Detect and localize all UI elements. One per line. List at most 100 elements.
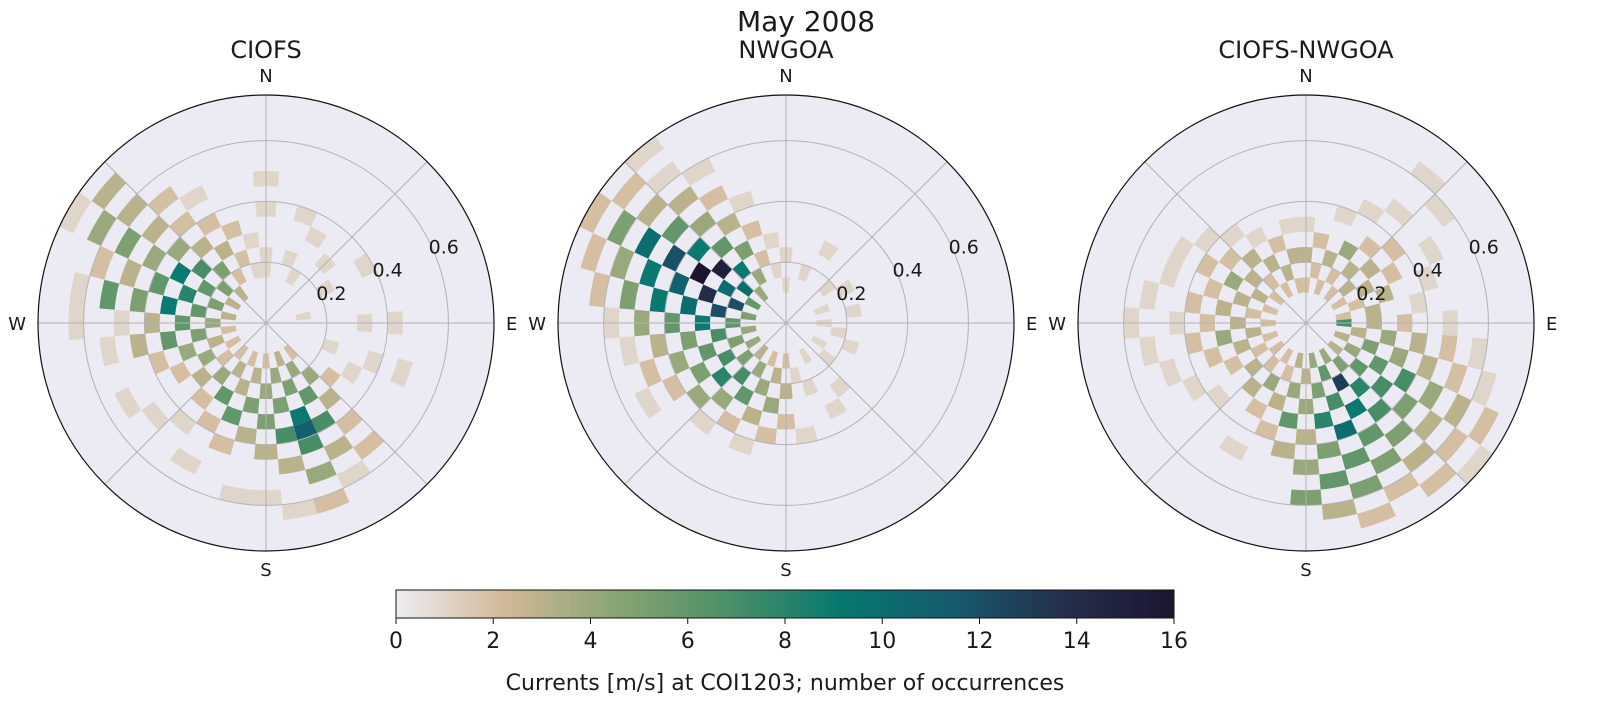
histogram-bin <box>1368 355 1389 376</box>
histogram-bin <box>197 279 217 298</box>
histogram-bin <box>315 279 335 298</box>
histogram-bin <box>841 338 860 356</box>
compass-label-s: S <box>780 560 791 581</box>
angular-gridline <box>104 161 267 324</box>
histogram-bin <box>1401 441 1435 473</box>
angular-gridline <box>1305 322 1468 485</box>
histogram-bin <box>649 287 669 313</box>
polar-frame <box>557 94 1015 552</box>
histogram-bin <box>1338 280 1356 297</box>
histogram-bin <box>1215 329 1233 347</box>
histogram-bin <box>231 360 247 379</box>
histogram-bin <box>1279 347 1294 365</box>
histogram-bin <box>1335 311 1352 321</box>
histogram-bin <box>1467 337 1488 371</box>
histogram-bin <box>1270 440 1296 460</box>
histogram-bin <box>1206 384 1231 409</box>
histogram-bin <box>170 447 202 475</box>
histogram-bin <box>289 405 311 426</box>
histogram-bin <box>744 335 762 350</box>
histogram-bin <box>196 410 222 434</box>
histogram-bin <box>1333 330 1351 343</box>
histogram-bin <box>762 396 780 414</box>
histogram-bin <box>190 328 208 343</box>
colorbar: 0 2 4 6 8 10 12 14 16 Currents [m/s] at COI1203;… <box>389 589 1188 696</box>
histogram-bin <box>1139 279 1160 310</box>
histogram-bin <box>99 279 120 310</box>
histogram-bin <box>1250 288 1269 304</box>
polar-panel-ciofs: 0.2 0.4 0.6 N S E W CIOFS <box>8 36 517 581</box>
histogram-bin <box>285 267 301 286</box>
histogram-bin <box>1388 346 1409 368</box>
histogram-bin <box>1268 340 1285 356</box>
histogram-bin <box>1333 419 1358 441</box>
histogram-bin <box>732 260 752 281</box>
histogram-bin <box>797 264 812 282</box>
histogram-bin <box>129 287 149 313</box>
histogram-bin <box>1350 326 1367 339</box>
histogram-bin <box>1245 307 1262 320</box>
histogram-bin <box>1370 447 1402 475</box>
histogram-bin <box>634 227 662 259</box>
angular-gridline <box>624 322 787 485</box>
histogram-bin <box>717 279 737 298</box>
histogram-bin <box>233 344 249 361</box>
histogram-bin <box>1182 374 1207 402</box>
histogram-bin <box>207 334 225 349</box>
histogram-bin <box>1267 234 1287 255</box>
histogram-bin <box>1308 352 1318 369</box>
histogram-bin <box>191 366 213 388</box>
histogram-bin <box>662 374 687 402</box>
histogram-bin <box>1220 223 1245 248</box>
compass-label-n: N <box>1299 66 1312 87</box>
histogram-bin <box>275 425 298 445</box>
colorbar-label: Currents [m/s] at COI1203; number of occ… <box>506 671 1065 696</box>
histogram-bin <box>300 365 320 386</box>
histogram-bin <box>639 258 663 288</box>
histogram-bin <box>844 303 862 318</box>
histogram-bin <box>1338 240 1359 261</box>
angular-gridline <box>624 161 787 324</box>
histogram-bin <box>142 244 167 272</box>
histogram-bin <box>686 237 711 262</box>
histogram-bin <box>1159 258 1183 288</box>
histogram-bin <box>86 209 117 246</box>
histogram-bin <box>234 425 257 445</box>
radial-tick-label: 0.2 <box>836 283 866 305</box>
histogram-bin <box>148 271 170 296</box>
histogram-bin <box>141 215 170 245</box>
histogram-bin <box>169 408 197 436</box>
histogram-bin <box>1268 290 1285 306</box>
colorbar-tick-label: 8 <box>778 629 792 654</box>
histogram-bin <box>213 240 234 261</box>
compass-label-e: E <box>1026 314 1037 335</box>
histogram-bin <box>353 253 377 279</box>
histogram-bin <box>1471 370 1497 407</box>
histogram-bin <box>753 378 771 397</box>
histogram-bin <box>99 336 120 367</box>
histogram-bin <box>818 349 836 366</box>
histogram-bin <box>212 365 232 386</box>
histogram-bin <box>751 360 767 379</box>
histogram-bin <box>233 285 249 302</box>
histogram-bin <box>197 348 217 367</box>
histogram-bin <box>298 385 319 406</box>
histogram-bin <box>829 376 851 398</box>
histogram-bin <box>1312 232 1330 250</box>
histogram-bin <box>129 333 149 359</box>
histogram-bin <box>1184 332 1204 355</box>
histogram-bin <box>1184 291 1204 314</box>
angular-gridline <box>785 161 948 324</box>
histogram-bin <box>69 271 90 308</box>
panel-title-ciofs: CIOFS <box>230 36 301 64</box>
radial-tick-label: 0.2 <box>316 283 346 305</box>
histogram-bin <box>668 271 690 296</box>
histogram-bin <box>178 185 209 211</box>
histogram-bin <box>218 484 252 505</box>
histogram-bin <box>160 330 178 351</box>
histogram-bin <box>813 303 831 316</box>
histogram-bin <box>212 260 232 281</box>
histogram-bin <box>89 245 115 280</box>
histogram-bin <box>293 205 318 227</box>
